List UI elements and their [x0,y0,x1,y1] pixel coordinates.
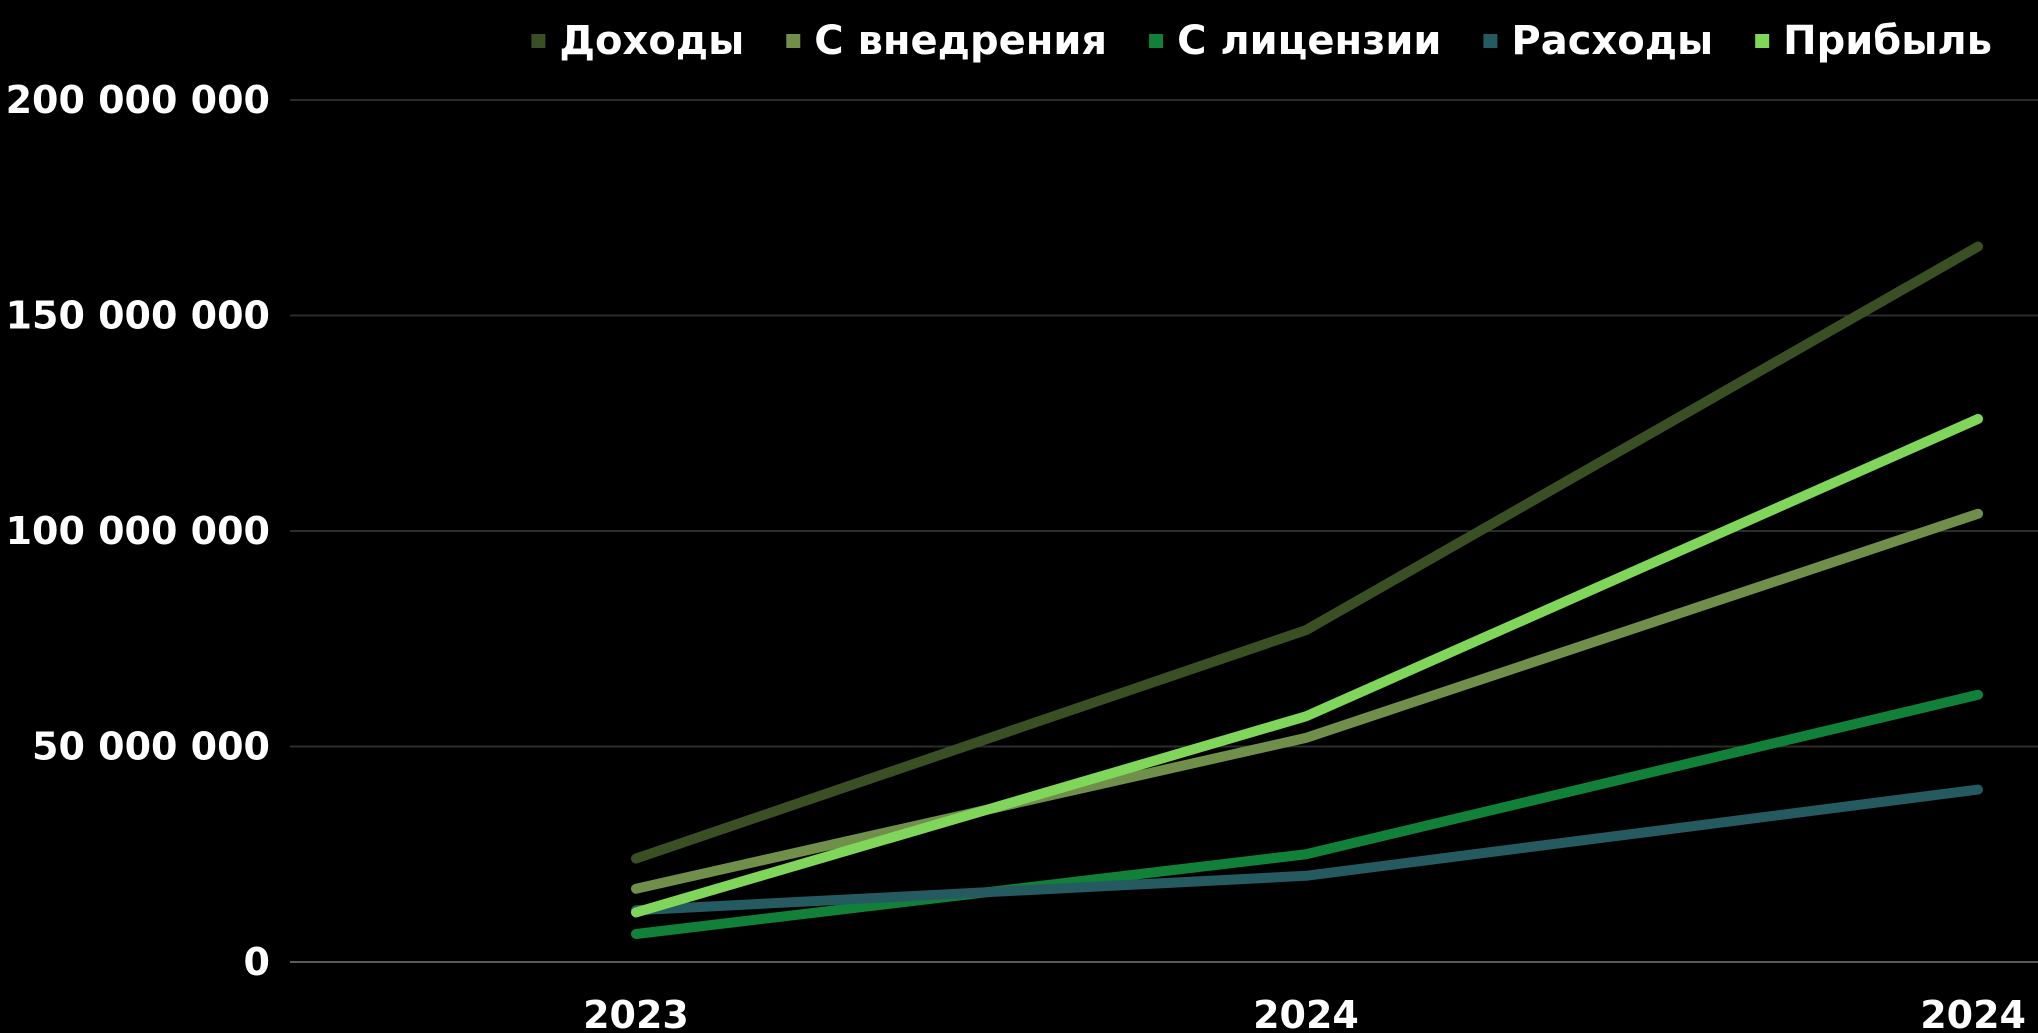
series-line [631,689,1983,939]
legend-swatch [786,34,801,48]
series-4 [631,784,1983,916]
x-tick-label: 2023 [583,993,689,1033]
series-3 [631,689,1983,939]
series-line [631,784,1983,916]
series-1 [631,241,1983,864]
x-tick-label: 2024 [1253,993,1359,1033]
y-axis: 0 50 000 000 100 000 000 150 000 000 200 000… [6,78,270,984]
legend-swatch [531,34,546,48]
y-tick-label: 150 000 000 [6,294,270,338]
series-line [631,413,1983,918]
y-tick-label: 200 000 000 [6,78,270,122]
y-tick-label: 0 [244,940,270,984]
legend-label: Доходы [559,18,744,64]
series-5 [631,413,1983,918]
legend-label: С внедрения [814,18,1107,64]
legend-label: Прибыль [1783,18,1992,64]
legend-swatch [1483,34,1498,48]
legend: Доходы С внедрения С лицензии Расходы Прибыл… [531,18,1992,64]
legend-label: С лицензии [1177,18,1441,64]
x-tick-label: 2024 [1920,993,2026,1033]
plot-area [631,241,1983,939]
legend-label: Расходы [1511,18,1713,64]
series-line [631,241,1983,864]
x-axis: 2023 2024 2024 [583,993,2026,1033]
legend-swatch [1755,34,1770,48]
y-tick-label: 50 000 000 [32,725,270,769]
series-2 [631,508,1983,894]
grid [290,99,2038,963]
series-line [631,508,1983,894]
y-tick-label: 100 000 000 [6,509,270,553]
legend-swatch [1149,34,1164,48]
